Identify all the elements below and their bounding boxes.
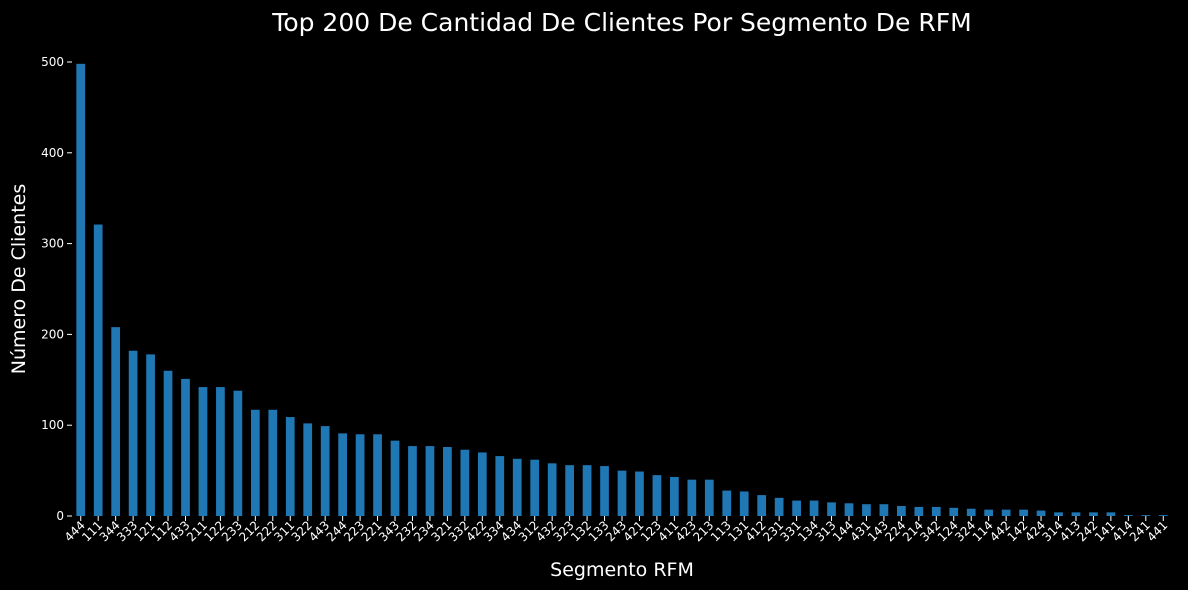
bar-332 xyxy=(460,449,470,516)
bar-231 xyxy=(774,497,784,516)
bar-222 xyxy=(268,409,278,516)
y-tick-label: 400 xyxy=(41,146,64,160)
bar-424 xyxy=(1036,510,1046,516)
bar-112 xyxy=(163,370,173,516)
bar-213 xyxy=(704,479,714,516)
bar-342 xyxy=(931,506,941,516)
bar-422 xyxy=(477,452,487,516)
bar-212 xyxy=(250,409,260,516)
bar-421 xyxy=(635,471,644,516)
bar-123 xyxy=(652,475,662,516)
bar-243 xyxy=(617,470,627,516)
y-tick-label: 200 xyxy=(41,327,64,341)
bar-224 xyxy=(897,506,906,516)
bar-311 xyxy=(285,417,295,516)
bar-324 xyxy=(966,508,976,516)
bar-122 xyxy=(216,387,225,516)
y-axis: 0 100 200 300 400 500 xyxy=(41,55,72,523)
bar-233 xyxy=(233,390,243,516)
bar-133 xyxy=(600,466,609,516)
bar-214 xyxy=(914,506,924,516)
bar-134 xyxy=(809,500,819,516)
bar-141 xyxy=(1106,512,1116,516)
bar-334 xyxy=(495,456,505,516)
bar-114 xyxy=(984,509,994,516)
x-axis-label: Segmento RFM xyxy=(550,559,694,581)
bar-124 xyxy=(949,507,959,516)
bar-234 xyxy=(425,446,435,516)
bar-232 xyxy=(408,446,417,516)
bar-132 xyxy=(582,465,592,516)
bar-211 xyxy=(198,387,208,516)
bar-411 xyxy=(670,476,679,516)
y-tick-label: 300 xyxy=(41,237,64,251)
x-tick-label: 441 xyxy=(1144,518,1170,544)
bar-223 xyxy=(355,434,365,516)
bar-433 xyxy=(181,378,190,516)
bar-434 xyxy=(512,458,522,516)
bar-111 xyxy=(93,224,103,517)
bar-142 xyxy=(1019,509,1028,516)
chart-title: Top 200 De Cantidad De Clientes Por Segm… xyxy=(271,8,971,37)
y-tick-label: 100 xyxy=(41,418,64,432)
bar-343 xyxy=(390,440,400,516)
bar-441 xyxy=(1158,515,1168,516)
bar-121 xyxy=(146,354,155,516)
bar-423 xyxy=(687,479,697,516)
bar-321 xyxy=(443,446,452,516)
bar-241 xyxy=(1141,515,1151,516)
bar-244 xyxy=(338,433,347,516)
bar-131 xyxy=(739,491,749,516)
bar-432 xyxy=(547,463,557,516)
bar-313 xyxy=(827,502,836,516)
bar-442 xyxy=(1001,509,1011,516)
bar-412 xyxy=(757,495,767,516)
y-tick-label: 0 xyxy=(56,509,64,523)
bars xyxy=(76,63,1168,517)
bar-414 xyxy=(1123,515,1133,516)
bar-113 xyxy=(722,490,732,516)
bar-143 xyxy=(879,504,889,516)
bar-323 xyxy=(565,465,574,516)
bar-314 xyxy=(1054,512,1063,516)
bar-333 xyxy=(128,350,138,516)
bar-413 xyxy=(1071,512,1081,516)
y-tick-label: 500 xyxy=(41,55,64,69)
bar-144 xyxy=(844,503,854,516)
bar-443 xyxy=(320,426,330,516)
bar-312 xyxy=(530,459,540,516)
bar-344 xyxy=(111,327,121,516)
bar-322 xyxy=(303,423,313,516)
y-axis-label: Número De Clientes xyxy=(8,184,30,374)
bar-431 xyxy=(862,504,871,516)
x-axis: 4441113443331211124332111222332122223113… xyxy=(62,516,1170,544)
bar-331 xyxy=(792,500,801,516)
bar-221 xyxy=(373,434,382,516)
bar-242 xyxy=(1089,512,1098,516)
bar-444 xyxy=(76,63,86,516)
